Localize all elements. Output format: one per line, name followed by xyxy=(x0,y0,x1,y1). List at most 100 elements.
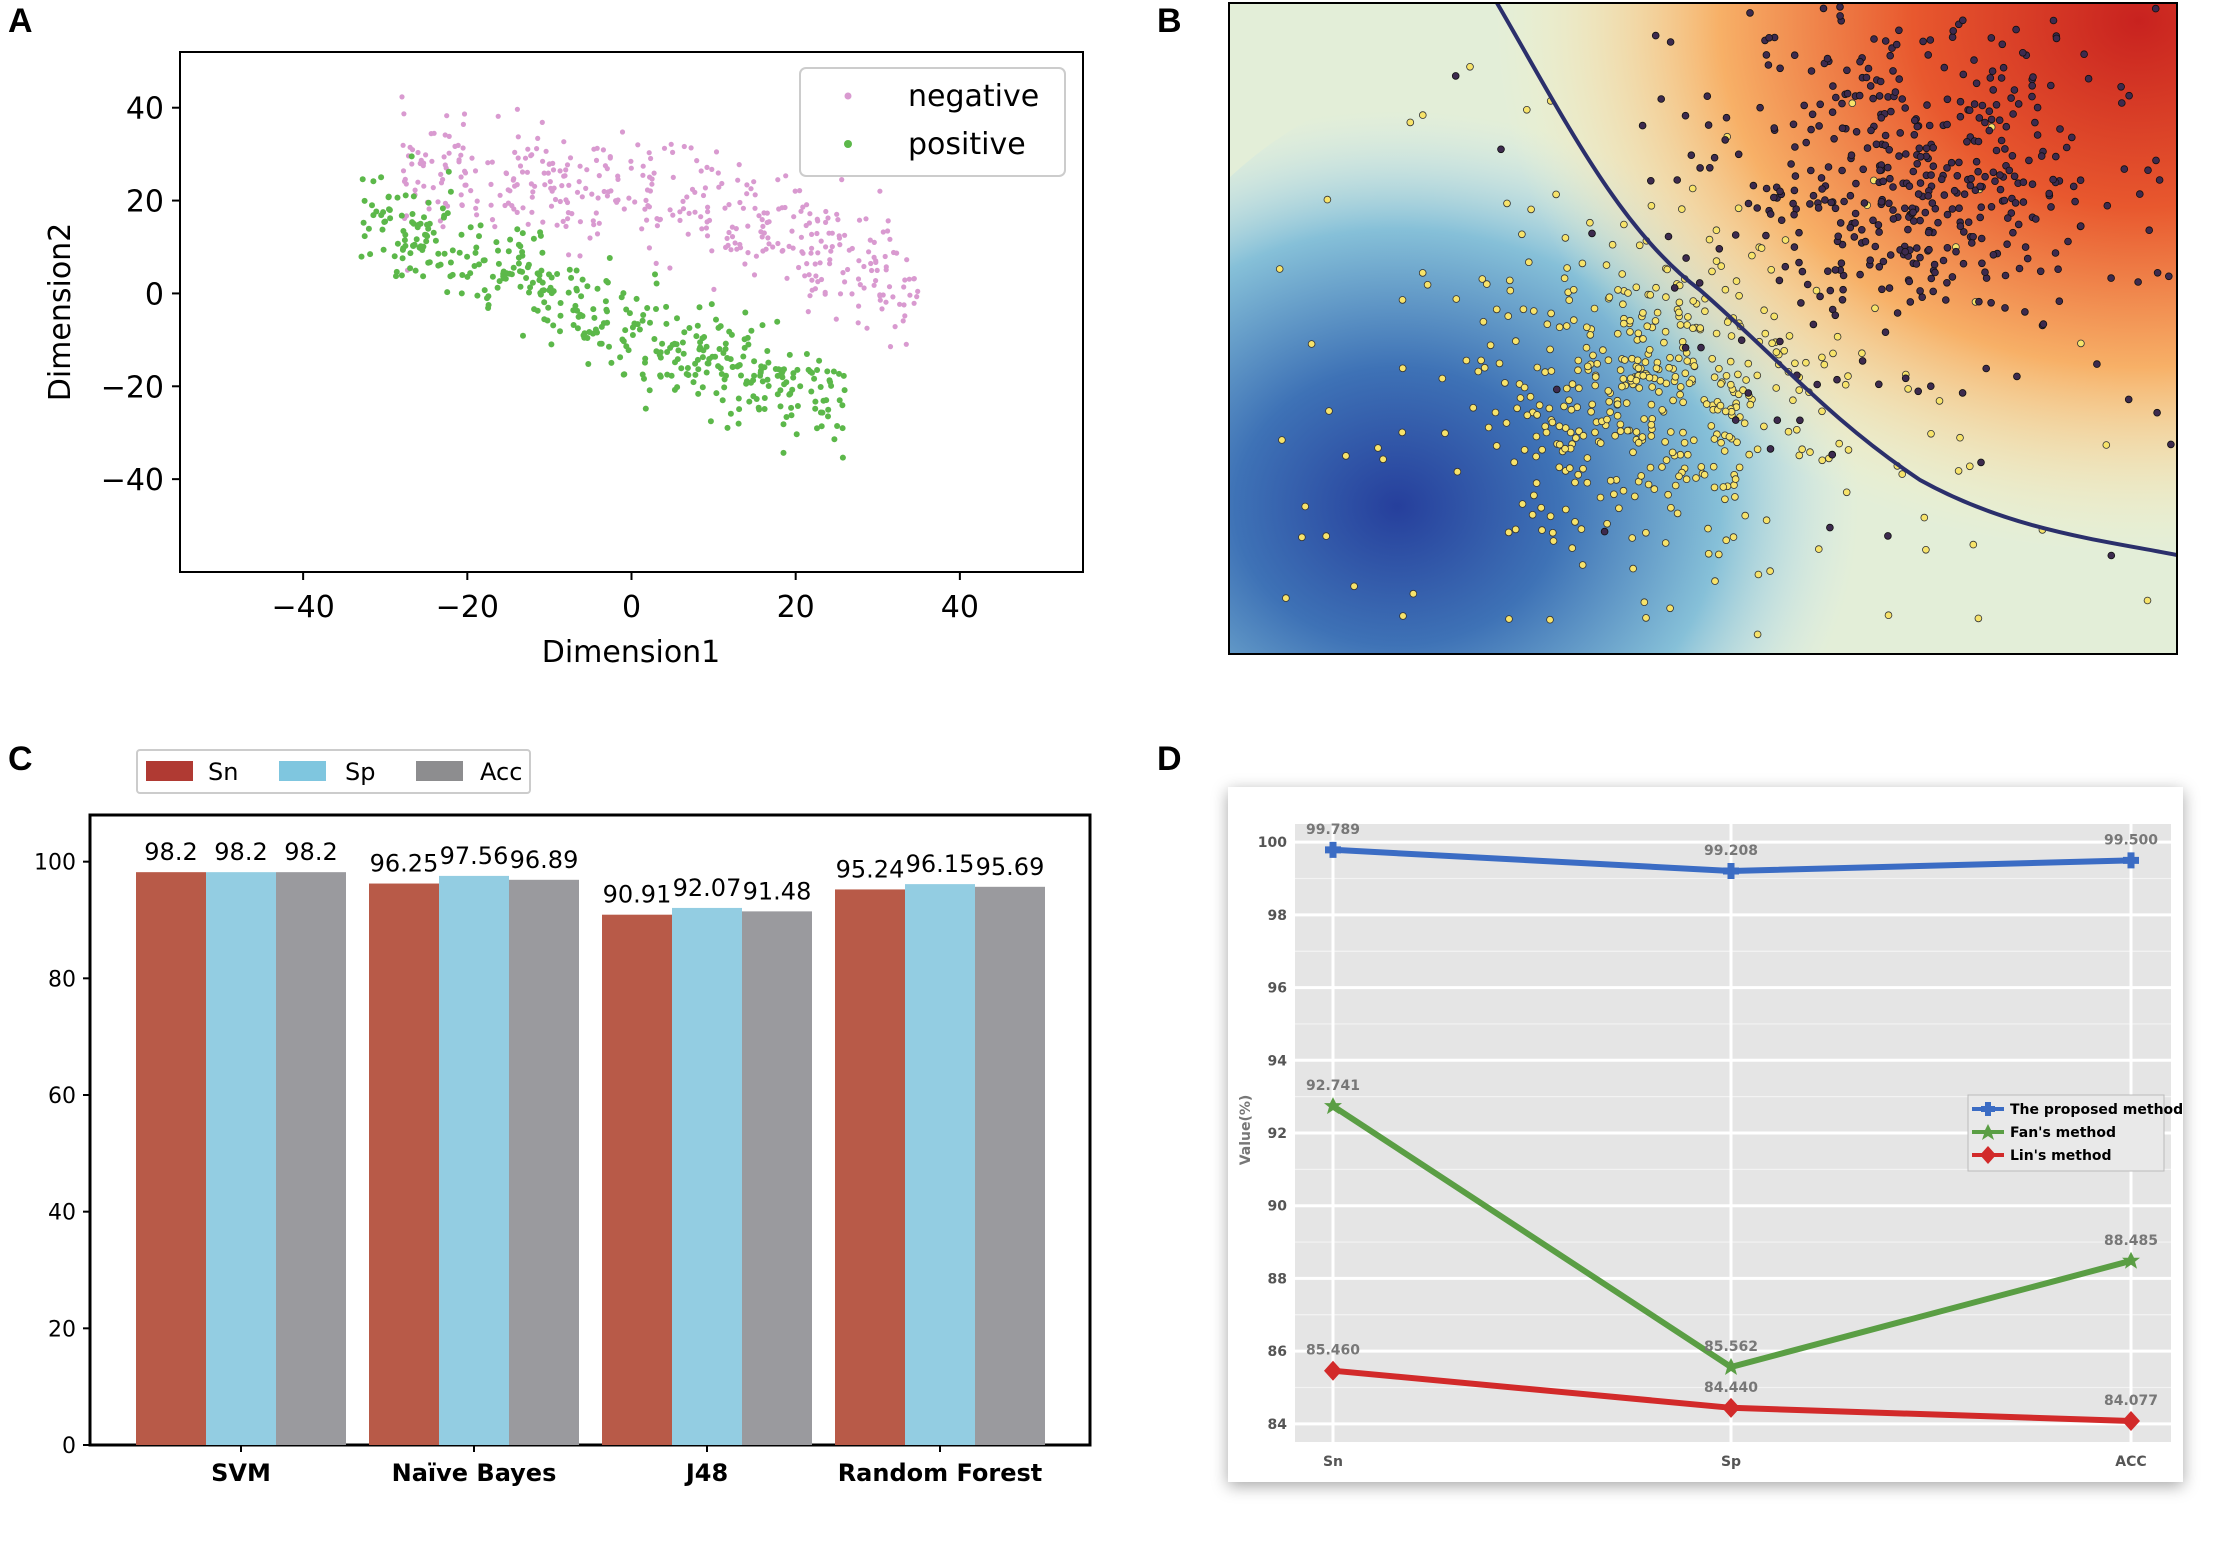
positive-point xyxy=(694,356,701,363)
yellow-class-point xyxy=(1593,359,1601,368)
positive-point xyxy=(420,273,427,280)
positive-point xyxy=(690,379,697,386)
yellow-class-point xyxy=(1661,438,1669,446)
yellow-class-point xyxy=(1642,614,1650,622)
dark-class-point xyxy=(1697,343,1705,352)
positive-point xyxy=(651,336,658,342)
negative-point xyxy=(907,292,913,298)
yellow-class-point xyxy=(1709,462,1718,471)
negative-point xyxy=(619,129,626,135)
negative-point xyxy=(809,245,815,251)
dark-class-point xyxy=(2015,264,2024,273)
negative-point xyxy=(458,152,464,158)
negative-point xyxy=(729,234,736,240)
positive-point xyxy=(360,219,367,226)
dark-class-point xyxy=(1851,209,1860,218)
negative-point xyxy=(566,252,572,258)
dark-class-point xyxy=(1807,166,1815,175)
positive-point xyxy=(774,318,781,325)
negative-point xyxy=(770,244,776,250)
positive-point xyxy=(494,284,501,291)
negative-point xyxy=(903,341,909,347)
negative-point xyxy=(805,309,811,315)
negative-point xyxy=(649,176,655,182)
dark-class-point xyxy=(1939,256,1948,265)
positive-point xyxy=(617,354,624,361)
yellow-class-point xyxy=(1619,375,1628,383)
dark-class-point xyxy=(1986,74,1995,82)
dark-class-point xyxy=(2014,220,2023,229)
negative-point xyxy=(520,205,526,211)
yellow-class-point xyxy=(1545,404,1554,413)
positive-point xyxy=(541,299,548,306)
negative-point xyxy=(837,242,843,248)
positive-point xyxy=(441,250,448,257)
yellow-class-point xyxy=(1684,313,1692,321)
yellow-class-point xyxy=(1671,372,1680,381)
positive-point xyxy=(738,372,744,379)
yellow-class-point xyxy=(1567,405,1576,414)
dark-class-point xyxy=(1940,63,1949,72)
dark-class-point xyxy=(1797,299,1805,307)
positive-point xyxy=(456,249,463,256)
positive-point xyxy=(817,384,824,390)
yellow-class-point xyxy=(1575,384,1583,393)
dark-class-point xyxy=(1987,203,1996,211)
positive-point xyxy=(678,365,685,372)
dark-class-point xyxy=(1687,151,1696,160)
negative-point xyxy=(758,229,764,235)
yellow-class-point xyxy=(1684,450,1692,459)
negative-point xyxy=(825,215,831,221)
dark-class-point xyxy=(2144,166,2152,175)
dark-class-point xyxy=(1981,118,1989,127)
dark-class-point xyxy=(1834,232,1842,241)
bar-sp xyxy=(206,872,276,1445)
panel-a-legend: negative positive xyxy=(799,67,1066,177)
point-value-label: 85.562 xyxy=(1704,1339,1758,1355)
dark-class-point xyxy=(2076,176,2085,185)
yellow-class-point xyxy=(1546,512,1555,521)
yellow-class-point xyxy=(1676,383,1685,391)
yellow-class-point xyxy=(1651,317,1660,325)
positive-point xyxy=(751,358,758,365)
dark-class-point xyxy=(2062,143,2071,152)
dark-class-point xyxy=(1981,172,1989,181)
positive-point xyxy=(458,290,465,297)
dark-class-point xyxy=(2001,304,2009,312)
panel-a-xtick-label: 20 xyxy=(777,590,815,625)
yellow-class-point xyxy=(1583,323,1591,332)
dark-class-point xyxy=(1874,221,1883,229)
negative-point xyxy=(901,302,907,308)
negative-point xyxy=(542,182,548,188)
panel-a-ytick-label: 0 xyxy=(145,277,164,312)
yellow-class-point xyxy=(1541,422,1549,431)
yellow-class-point xyxy=(1599,346,1607,354)
yellow-class-point xyxy=(1563,264,1571,272)
dark-class-point xyxy=(1916,153,1925,161)
positive-point xyxy=(398,212,405,219)
positive-point xyxy=(594,285,601,292)
legend-sp-label: Sp xyxy=(345,758,375,786)
positive-point xyxy=(579,276,586,283)
negative-point xyxy=(460,121,466,127)
positive-point xyxy=(369,202,375,209)
negative-point xyxy=(744,182,750,188)
yellow-class-point xyxy=(1307,340,1316,348)
positive-point xyxy=(515,254,522,261)
yellow-class-point xyxy=(1579,431,1588,440)
yellow-class-point xyxy=(1623,426,1632,435)
positive-point xyxy=(748,327,755,334)
negative-point xyxy=(643,197,649,203)
dark-class-point xyxy=(1807,67,1816,75)
negative-point xyxy=(430,185,436,191)
dark-class-point xyxy=(1682,254,1690,262)
positive-point xyxy=(574,325,581,332)
yellow-class-point xyxy=(1409,589,1418,598)
yellow-class-point xyxy=(1722,371,1731,380)
positive-point xyxy=(361,233,368,240)
dark-class-point xyxy=(1781,262,1790,271)
dark-class-point xyxy=(1670,284,1679,292)
bar-value-label: 97.56 xyxy=(440,842,509,870)
yellow-class-point xyxy=(1555,463,1564,472)
